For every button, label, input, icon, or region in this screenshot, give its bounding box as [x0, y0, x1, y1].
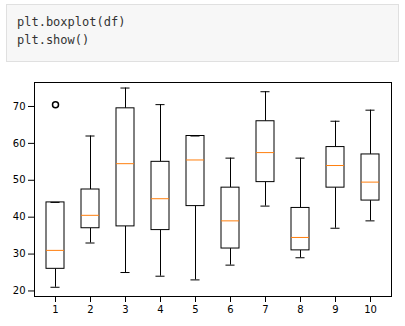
svg-text:4: 4: [157, 304, 163, 315]
svg-text:1: 1: [52, 304, 58, 315]
svg-text:50: 50: [13, 174, 26, 185]
svg-text:20: 20: [13, 285, 26, 296]
svg-text:40: 40: [13, 211, 26, 222]
html-text:plt.boxplot(df) plt.show(): plt.boxplot(df) plt.show(): [17, 15, 126, 47]
svg-text:30: 30: [13, 248, 26, 259]
svg-text:8: 8: [297, 304, 303, 315]
svg-text:6: 6: [227, 304, 233, 315]
svg-text:3: 3: [122, 304, 128, 315]
svg-text:5: 5: [192, 304, 198, 315]
svg-text:9: 9: [332, 304, 338, 315]
svg-text:60: 60: [13, 138, 26, 149]
svg-text:10: 10: [364, 304, 377, 315]
svg-text:70: 70: [13, 101, 26, 112]
svg-text:2: 2: [87, 304, 93, 315]
svg-text:7: 7: [262, 304, 268, 315]
